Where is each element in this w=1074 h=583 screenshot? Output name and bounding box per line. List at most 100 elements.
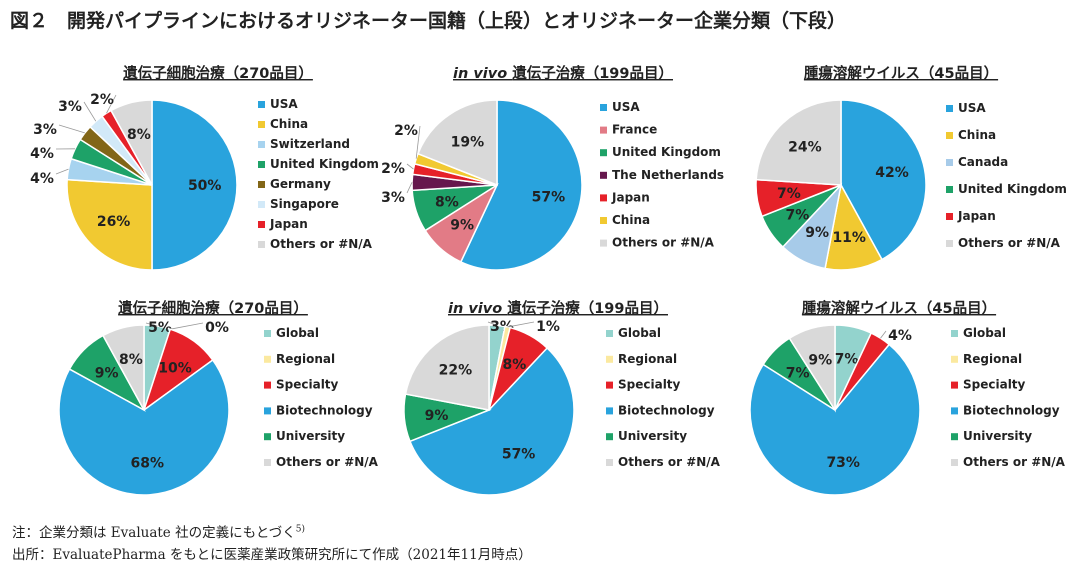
legend-label-others-or-n-a: Others or #N/A (270, 237, 373, 251)
legend-swatch-japan (258, 221, 265, 228)
legend-swatch-university (264, 433, 271, 441)
legend-swatch-japan (600, 194, 607, 202)
data-label-united-kingdom: 8% (435, 194, 459, 210)
chart-title-text: 遺伝子治療（199品目） (512, 64, 673, 82)
pie-slice-biotechnology (749, 343, 921, 496)
legend-swatch-specialty (264, 381, 271, 389)
data-label-specialty: 8% (503, 357, 527, 373)
data-label-others-or-n-a: 24% (788, 140, 822, 156)
legend-label-university: University (963, 429, 1032, 443)
legend-swatch-university (951, 433, 958, 441)
leader-line-regional (507, 321, 535, 328)
legend-swatch-others-or-n-a (951, 459, 958, 466)
leader-line-regional (170, 322, 204, 330)
legend-swatch-global (951, 330, 958, 337)
pie-chart-6: 腫瘍溶解ウイルス（45品目） 7% Global Regional 4% Specialt… (749, 299, 1066, 496)
leader-line-specialty (880, 330, 887, 339)
chart-title-text: 遺伝子細胞治療（270品目） (123, 64, 313, 82)
footnote: 注：企業分類は Evaluate 社の定義にもとづく5) (12, 521, 306, 542)
chart-title-text: 遺伝子細胞治療（270品目） (118, 299, 308, 317)
data-label-germany: 3% (33, 122, 57, 138)
data-label-university: 9% (425, 408, 449, 424)
chart-title-italic: in vivo (453, 66, 512, 82)
legend-label-university: University (276, 429, 345, 443)
legend-label-japan: Japan (269, 217, 308, 231)
legend-label-germany: Germany (270, 177, 331, 191)
legend-swatch-biotechnology (951, 407, 958, 415)
legend-label-specialty: Specialty (618, 378, 681, 392)
data-label-others-or-n-a: 19% (451, 134, 485, 150)
data-label-canada: 9% (805, 225, 829, 241)
data-label-others-or-n-a: 9% (808, 352, 832, 368)
legend-swatch-others-or-n-a (258, 241, 265, 248)
leader-line-japan (406, 163, 414, 170)
legend-label-usa: USA (270, 97, 298, 111)
legend-label-china: China (270, 117, 308, 131)
leader-line-germany (58, 124, 85, 134)
leader-line-global (145, 322, 158, 327)
chart-title-text: 遺伝子治療（199品目） (507, 299, 668, 317)
data-label-china: 2% (394, 123, 418, 139)
leader-line-global (487, 321, 498, 326)
legend-swatch-others-or-n-a (264, 459, 271, 466)
footnote-text: 注：企業分類は Evaluate 社の定義にもとづく (12, 525, 296, 541)
data-label-china: 26% (97, 214, 131, 230)
legend-label-usa: USA (958, 101, 986, 115)
legend-label-regional: Regional (963, 352, 1022, 366)
legend-swatch-singapore (258, 201, 265, 208)
legend-swatch-united-kingdom (600, 149, 607, 157)
legend-label-others-or-n-a: Others or #N/A (963, 455, 1066, 469)
chart-title: 腫瘍溶解ウイルス（45品目） (802, 299, 996, 317)
chart-title-text: 腫瘍溶解ウイルス（45品目） (802, 299, 996, 317)
legend-label-biotechnology: Biotechnology (963, 403, 1060, 417)
chart-title: in vivo 遺伝子治療（199品目） (448, 299, 668, 317)
legend-swatch-china (600, 217, 607, 224)
data-label-others-or-n-a: 22% (439, 362, 473, 378)
legend-swatch-others-or-n-a (606, 459, 613, 466)
legend-label-biotechnology: Biotechnology (618, 403, 715, 417)
legend-swatch-united-kingdom (946, 186, 953, 193)
data-label-global: 5% (148, 320, 172, 336)
chart-title-text: 腫瘍溶解ウイルス（45品目） (804, 64, 998, 82)
pie-slice-biotechnology (58, 358, 230, 496)
data-label-others-or-n-a: 8% (119, 352, 143, 368)
chart-title-italic: in vivo (448, 301, 507, 317)
legend-swatch-usa (946, 105, 953, 112)
footnote-ref: 5) (295, 524, 306, 535)
pie-slice-usa (151, 99, 238, 271)
pie-chart-5: in vivo 遺伝子治療（199品目）3% Global1%Regional8%… (403, 299, 721, 496)
legend-label-others-or-n-a: Others or #N/A (612, 236, 715, 250)
data-label-university: 9% (95, 366, 119, 382)
pie-slice-usa (459, 99, 583, 271)
pie-slice-others-or-n-a (788, 324, 836, 413)
chart-title: 遺伝子細胞治療（270品目） (118, 299, 308, 317)
data-label-japan: 7% (777, 186, 801, 202)
legend-label-global: Global (963, 326, 1006, 340)
data-label-others-or-n-a: 8% (127, 127, 151, 143)
chart-title: 遺伝子細胞治療（270品目） (123, 64, 313, 82)
legend-label-biotechnology: Biotechnology (276, 403, 373, 417)
legend-label-china: China (958, 128, 996, 142)
legend-label-global: Global (276, 326, 319, 340)
legend-swatch-france (600, 126, 607, 134)
data-label-specialty: 10% (158, 360, 192, 376)
legend-swatch-united-kingdom (258, 161, 265, 168)
data-label-usa: 42% (875, 165, 909, 181)
chart-title: 腫瘍溶解ウイルス（45品目） (804, 64, 998, 82)
legend-swatch-china (946, 132, 953, 139)
data-label-singapore: 3% (58, 99, 82, 115)
leader-line-the-netherlands (406, 182, 413, 194)
legend-swatch-specialty (606, 381, 613, 389)
legend-label-regional: Regional (276, 352, 335, 366)
data-label-biotechnology: 57% (502, 447, 536, 463)
figure-title: 図２ 開発パイプラインにおけるオリジネーター国籍（上段）とオリジネーター企業分類… (10, 10, 847, 32)
legend-swatch-usa (600, 104, 607, 111)
legend-swatch-japan (946, 213, 953, 220)
pie-slice-others-or-n-a (416, 99, 498, 187)
chart-title: in vivo 遺伝子治療（199品目） (453, 64, 673, 82)
legend-swatch-global (606, 330, 613, 337)
legend-swatch-the-netherlands (600, 171, 607, 179)
legend-label-others-or-n-a: Others or #N/A (618, 455, 721, 469)
legend-swatch-germany (258, 181, 265, 188)
